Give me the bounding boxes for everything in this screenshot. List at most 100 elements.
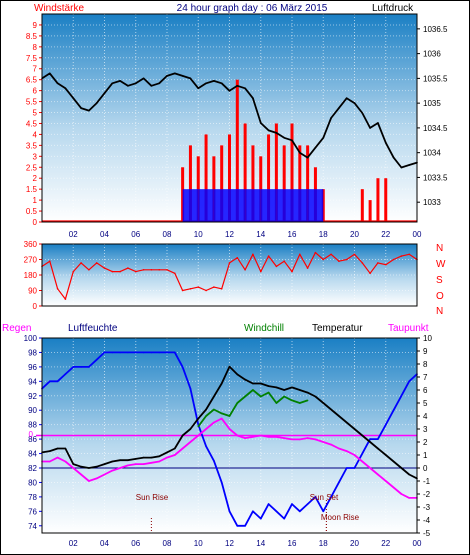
wind-direction-line-point [236, 257, 239, 259]
x-tick-label: 14 [256, 539, 265, 548]
temperature-line-point [228, 365, 231, 368]
wind-gust-bar [251, 145, 255, 222]
humidity-line-point [189, 387, 192, 390]
temperature-line-point [158, 455, 160, 458]
y-right-tick-label: 5 [423, 399, 428, 408]
y-right-tick-label: -2 [423, 490, 431, 499]
humidity-axis: 74 76 78 80 82 84 86 88 90 92 94 96 98 100 [24, 334, 42, 531]
pressure-line-point [338, 107, 340, 109]
y-left-tick-label: 94 [28, 377, 37, 386]
pressure-line-point [88, 109, 90, 112]
pressure-line-point [252, 97, 254, 99]
wind-direction-line-point [306, 267, 309, 269]
dewpoint-line-point [314, 438, 317, 441]
dewpoint-line-point [150, 462, 153, 464]
dewpoint-line-point [400, 493, 403, 495]
dewpoint-line-point [197, 434, 200, 437]
y-left-tick-label: 92 [28, 392, 37, 401]
dewpoint-line-point [330, 443, 332, 446]
direction-letter-n-bottom: N [436, 306, 443, 317]
wind-gust-bar [360, 189, 364, 222]
wind-gust-bar [376, 178, 380, 222]
y-right-tick-label: 1033.5 [423, 173, 448, 182]
y-left-tick-label: 7 [33, 65, 38, 74]
wind-direction-frame [41, 243, 418, 307]
y-left-tick-label: 1 [33, 196, 38, 205]
humidity-line-point [385, 423, 387, 426]
x-tick-label: 12 [225, 539, 234, 548]
dewpoint-line-point [213, 421, 215, 424]
y-left-tick-label: 8 [33, 43, 38, 52]
temperature-line-point [56, 447, 59, 450]
wind-direction-line-point [377, 262, 379, 264]
y-right-tick-label: -3 [423, 503, 431, 512]
y-tick-label: 0 [33, 302, 38, 311]
humidity-line-point [119, 351, 121, 354]
pressure-line-point [95, 102, 98, 104]
y-left-tick-label: 4 [33, 130, 38, 139]
wind-average-bar [198, 189, 214, 222]
temperature-line-point [150, 456, 153, 459]
pressure-line-point [111, 82, 114, 85]
y-left-tick-label: 76 [28, 507, 37, 516]
dewpoint-line-point [220, 417, 223, 420]
pressure-line-point [150, 85, 153, 87]
x-tick-label: 22 [381, 230, 390, 239]
x-tick-label: 20 [350, 230, 359, 239]
x-tick-label: 14 [256, 230, 265, 239]
humidity-line-point [244, 525, 246, 527]
pressure-line-point [299, 151, 301, 154]
wind-gust-bar [243, 123, 247, 222]
sunset-label: Sun Set [310, 493, 339, 502]
pressure-line-point [119, 80, 121, 82]
humidity-line-point [181, 366, 184, 368]
pressure-line-point [353, 102, 356, 104]
humidity-line-point [306, 503, 309, 505]
temperature-line-point [166, 451, 168, 454]
pressure-line-point [330, 117, 332, 119]
dewpoint-line-point [158, 460, 160, 463]
dewpoint-line-point [64, 460, 67, 463]
pressure-line-point [158, 82, 160, 85]
pressure-line-point [174, 72, 176, 75]
humidity-line-point [72, 366, 75, 368]
y-left-tick-label: 8.5 [26, 32, 38, 41]
wind-gust-bar [204, 134, 208, 222]
y-right-tick-label: 1035 [423, 99, 441, 108]
x-tick-label: 04 [100, 230, 109, 239]
humidity-temperature-frame [41, 337, 418, 534]
y-left-tick-label: 6 [33, 87, 38, 96]
pressure-line-point [64, 87, 67, 90]
dewpoint-line-point [408, 497, 411, 499]
temperature-line-point [400, 467, 403, 469]
temperature-line-point [111, 460, 114, 463]
pressure-line-point [205, 82, 207, 85]
y-right-tick-label: 1036 [423, 50, 441, 59]
humidity-line-point [142, 351, 145, 354]
dewpoint-line-point [377, 473, 379, 476]
temperature-line-point [299, 389, 301, 391]
temperature-line-point [236, 373, 239, 376]
humidity-line-point [392, 409, 395, 412]
temperature-line-point [267, 385, 270, 387]
temperature-line-point [252, 382, 254, 385]
direction-letter-s: S [436, 275, 443, 286]
wind-direction-line-point [49, 260, 51, 263]
dewpoint-line-point [49, 460, 51, 463]
wind-direction-line-point [158, 269, 160, 271]
windchill-line-point [213, 408, 215, 411]
pressure-line-point [392, 156, 395, 159]
wind-gust-bar [368, 200, 372, 222]
wind-direction-line-point [244, 269, 246, 271]
temperature-line-point [283, 389, 286, 391]
temperature-line-point [314, 395, 317, 398]
wind-direction-marks [41, 251, 418, 300]
humidity-line-point [338, 481, 340, 484]
wind-gust-bar [188, 145, 192, 222]
pressure-line-point [322, 137, 325, 139]
windchill-line-point [291, 399, 293, 402]
humidity-line-point [56, 380, 59, 383]
temperature-line-point [103, 463, 106, 465]
y-right-tick-label: 10 [423, 334, 432, 343]
wind-direction-line-point [299, 253, 301, 256]
